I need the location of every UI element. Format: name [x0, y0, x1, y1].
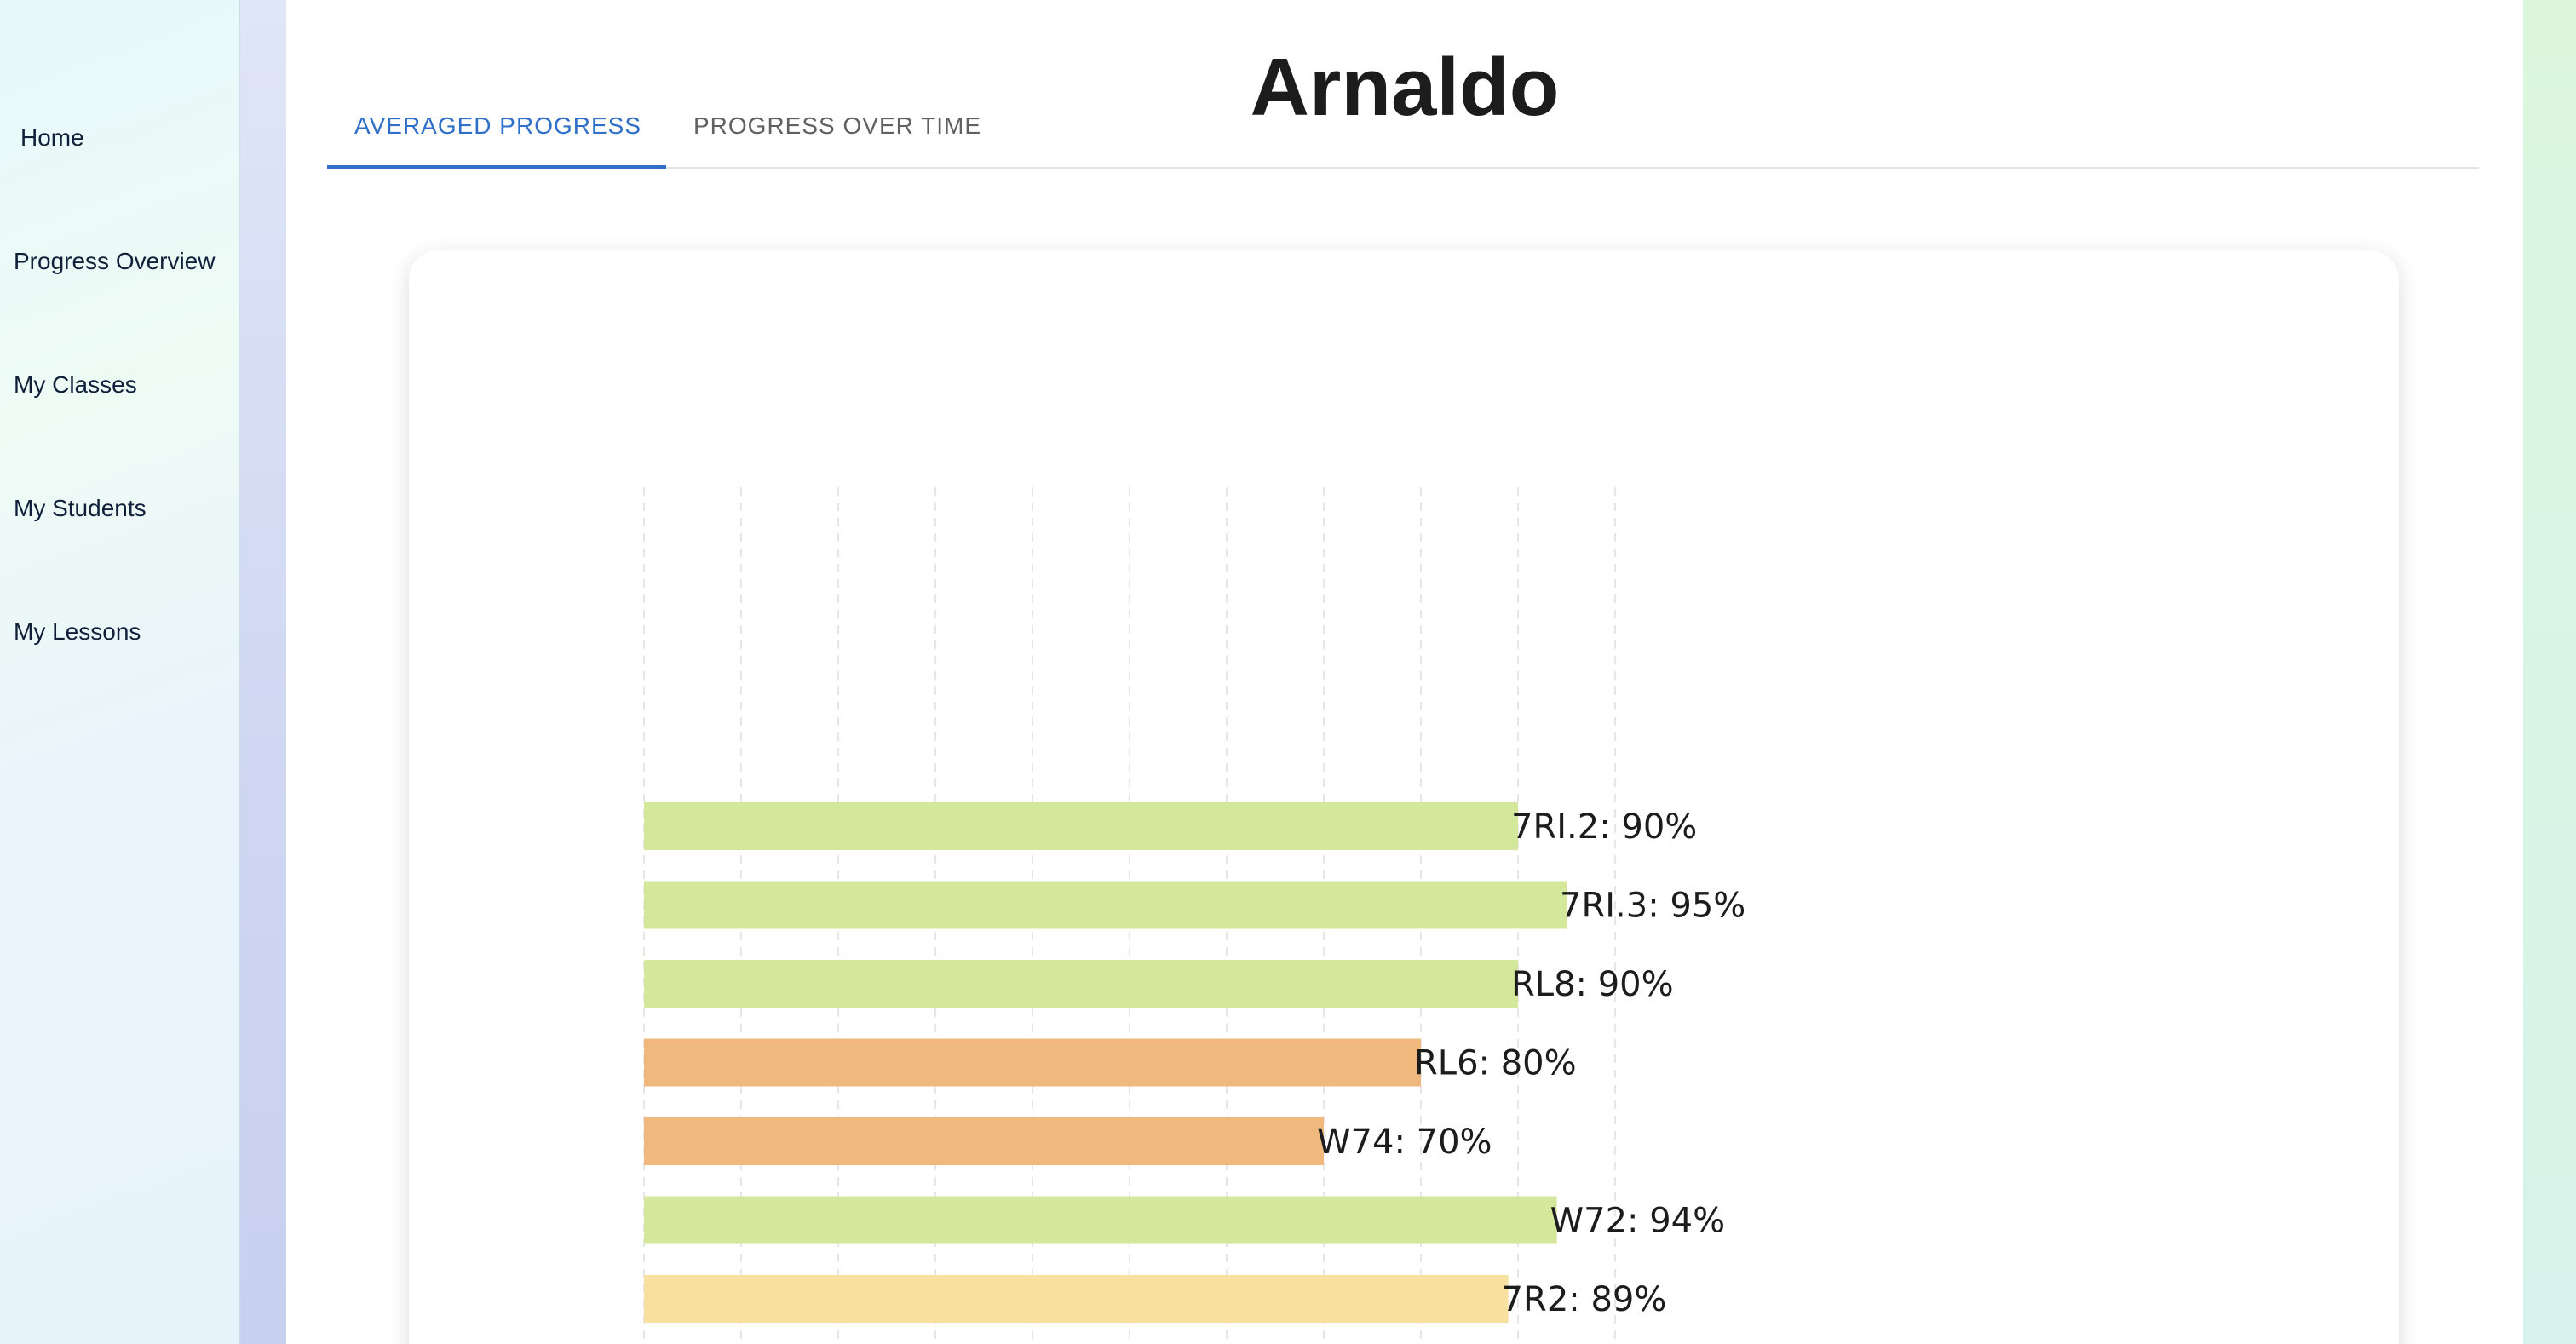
tab-progress-over-time[interactable]: PROGRESS OVER TIME [693, 112, 981, 139]
bar-rl8[interactable] [644, 960, 1518, 1008]
bar-rl6[interactable] [644, 1038, 1421, 1087]
bar-label: RL6: 80% [1414, 1044, 1577, 1083]
sidebar-divider [240, 0, 286, 1344]
sidebar-item-home[interactable]: Home [20, 124, 84, 151]
sidebar-item-my-students[interactable]: My Students [14, 495, 147, 521]
sidebar: Home Progress Overview My Classes My Stu… [0, 0, 240, 1344]
bar-label: W74: 70% [1317, 1123, 1492, 1162]
bar-label: 7RI.3: 95% [1560, 887, 1745, 926]
page-title: Arnaldo [1250, 42, 1560, 134]
main-content: Arnaldo AVERAGED PROGRESS PROGRESS OVER … [286, 0, 2523, 1344]
tab-bar: AVERAGED PROGRESS PROGRESS OVER TIME [327, 94, 2479, 169]
progress-bar-chart: 7RI.2: 90% 7RI.3: 95% RL8: 90% RL6: 80% W74:… [643, 487, 1745, 1344]
bar-7ri-2[interactable] [644, 802, 1518, 850]
bar-7r2[interactable] [644, 1275, 1509, 1323]
sidebar-item-progress-overview[interactable]: Progress Overview [14, 248, 216, 274]
bar-label: 7RI.2: 90% [1511, 807, 1697, 847]
bar-7ri-3[interactable] [644, 881, 1567, 929]
bar-label: RL8: 90% [1511, 965, 1674, 1004]
sidebar-item-my-lessons[interactable]: My Lessons [14, 618, 141, 645]
sidebar-item-my-classes[interactable]: My Classes [14, 371, 137, 398]
bar-label: W72: 94% [1550, 1202, 1726, 1241]
bar-label: 7R2: 89% [1502, 1280, 1667, 1319]
active-tab-indicator [327, 165, 666, 169]
background-strip [2523, 0, 2576, 1344]
bar-w74[interactable] [644, 1117, 1324, 1165]
bar-w72[interactable] [644, 1196, 1557, 1244]
chart-card: 7RI.2: 90% 7RI.3: 95% RL8: 90% RL6: 80% W74:… [409, 250, 2399, 1344]
tab-averaged-progress[interactable]: AVERAGED PROGRESS [354, 112, 642, 139]
